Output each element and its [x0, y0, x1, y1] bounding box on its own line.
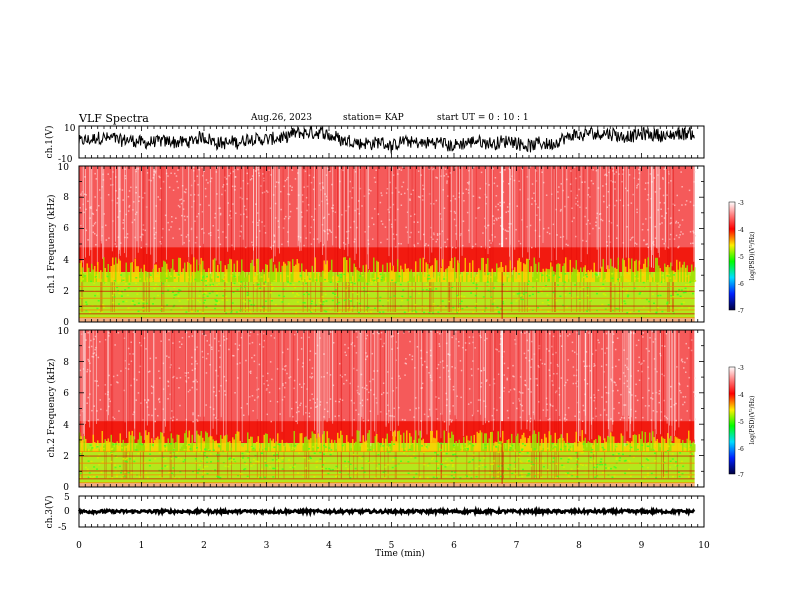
x-tick-labels: 0 1 2 3 4 5 6 7 8 9 10	[76, 541, 710, 551]
ch3-waveform-panel: 5 0 -5 ch.3(V)	[44, 493, 705, 533]
ch1-freq-tick-10: 10	[58, 163, 70, 173]
x-tick-label-1: 1	[139, 541, 145, 551]
ch1-colorbar: -3 -4 -5 -6 -7 log(PSD)(V²/Hz)	[728, 200, 756, 315]
ch3-ylabel: ch.3(V)	[44, 496, 55, 529]
cb1-tick-m3: -3	[738, 200, 744, 207]
ch3-ytick-0: 0	[64, 507, 70, 517]
cb2-tick-m4: -4	[738, 392, 744, 399]
cb1-tick-m5: -5	[738, 254, 744, 261]
ch1-spectrogram-image	[79, 166, 697, 322]
ch1-freq-tick-6: 6	[63, 224, 69, 234]
ch3-waveform-line	[77, 505, 696, 518]
ch1-waveform-panel: 10 -10 ch.1(V)	[44, 124, 705, 165]
ch1-ytick-bottom: -10	[58, 155, 73, 165]
x-tick-label-9: 9	[639, 541, 645, 551]
ch2-spectrogram-image	[79, 330, 696, 487]
cb1-tick-m7: -7	[738, 308, 744, 315]
cb2-tick-m3: -3	[738, 365, 744, 372]
ch1-ylabel: ch.1(V)	[44, 126, 55, 159]
ch2-freq-tick-8: 8	[63, 358, 69, 368]
x-tick-label-0: 0	[76, 541, 82, 551]
ch1-freq-tick-8: 8	[63, 193, 69, 203]
x-tick-label-7: 7	[514, 541, 520, 551]
ch2-colorbar: -3 -4 -5 -6 -7 log(PSD)(V²/Hz)	[728, 365, 756, 479]
cb2-tick-m6: -6	[738, 446, 744, 453]
cb1-tick-m6: -6	[738, 281, 744, 288]
ch1-freq-tick-2: 2	[63, 287, 69, 297]
cb2-tick-m7: -7	[738, 472, 744, 479]
start-time-label: start UT = 0 : 10 : 1	[437, 113, 529, 123]
ch1-freq-tick-0: 0	[63, 318, 69, 328]
ch1-freq-tick-4: 4	[63, 256, 69, 266]
chart-title: VLF Spectra	[79, 112, 149, 125]
axis-ticks	[78, 126, 705, 527]
x-tick-label-4: 4	[326, 541, 332, 551]
x-axis-label: Time (min)	[375, 548, 425, 559]
ch2-freq-tick-10: 10	[58, 327, 70, 337]
ch2-spectrogram-panel: 0 2 4 6 8 10 ch.2 Frequency (kHz)	[46, 327, 705, 493]
x-tick-label-5: 5	[389, 541, 395, 551]
ch2-freq-tick-2: 2	[63, 452, 69, 462]
cb2-label: log(PSD)(V²/Hz)	[749, 396, 756, 445]
ch3-ytick-m5: -5	[58, 523, 67, 533]
cb1-tick-m4: -4	[738, 227, 744, 234]
x-tick-label-3: 3	[264, 541, 270, 551]
date-label: Aug.26, 2023	[251, 113, 312, 123]
ch1-ytick-top: 10	[64, 124, 76, 134]
cb1-label: log(PSD)(V²/Hz)	[749, 232, 756, 281]
x-tick-label-10: 10	[698, 541, 710, 551]
ch3-ytick-5: 5	[64, 493, 70, 503]
x-tick-label-8: 8	[576, 541, 582, 551]
ch2-freq-ylabel: ch.2 Frequency (kHz)	[46, 359, 57, 458]
x-tick-label-6: 6	[451, 541, 457, 551]
cb2-tick-m5: -5	[738, 419, 744, 426]
ch2-freq-tick-6: 6	[63, 389, 69, 399]
ch2-freq-tick-4: 4	[63, 421, 69, 431]
x-tick-label-2: 2	[201, 541, 207, 551]
ch1-spectrogram-panel: 0 2 4 6 8 10 ch.1 Frequency (kHz)	[46, 163, 705, 328]
station-label: station= KAP	[343, 113, 404, 123]
ch1-freq-ylabel: ch.1 Frequency (kHz)	[46, 195, 57, 294]
ch2-freq-tick-0: 0	[63, 483, 69, 493]
